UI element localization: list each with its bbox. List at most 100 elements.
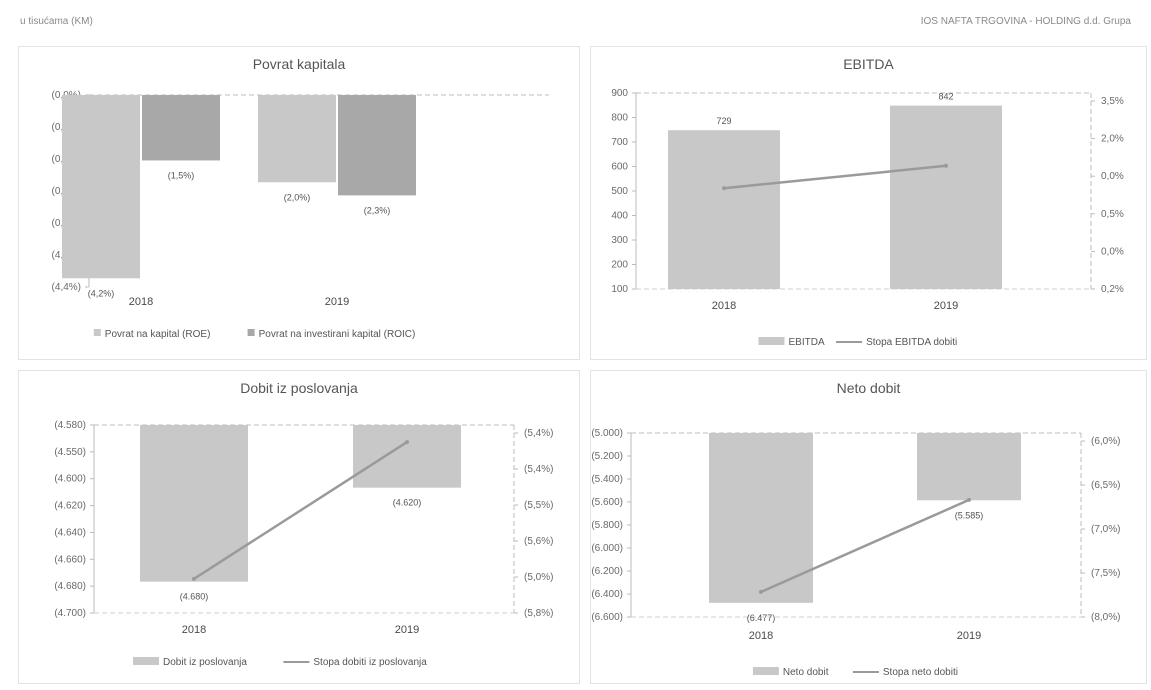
y-tick-label: (4.620) xyxy=(54,501,86,512)
y2-tick-label: (5,4%) xyxy=(524,428,553,439)
header-left-note: u tisućama (KM) xyxy=(20,16,93,27)
x-category-label: 2019 xyxy=(957,630,981,642)
y2-tick-label: (6,5%) xyxy=(1091,480,1120,491)
data-label: (1,5%) xyxy=(168,170,195,180)
legend-item-povrat-na-investirani-kapital-roic: Povrat na investirani kapital (ROIC) xyxy=(259,329,416,340)
y2-tick-label: 2,0% xyxy=(1101,134,1124,145)
legend-swatch xyxy=(133,657,159,665)
y2-tick-label: 0,0% xyxy=(1101,171,1124,182)
data-label: (2,3%) xyxy=(364,205,391,215)
x-category-label: 2019 xyxy=(395,624,419,636)
bar-ebitda-2019 xyxy=(890,105,1002,290)
legend-swatch xyxy=(247,329,255,336)
bar-povrat-na-investirani-kapital-roic-2018 xyxy=(142,95,220,161)
legend-item-stopa-dobiti-iz-poslovanja: Stopa dobiti iz poslovanja xyxy=(313,657,427,668)
y2-tick-label: 0,2% xyxy=(1101,284,1124,295)
bar-povrat-na-kapital-roe-2019 xyxy=(258,95,336,183)
y-tick-label: 400 xyxy=(611,211,628,222)
y2-tick-label: 3,5% xyxy=(1101,96,1124,107)
legend-item-stopa-neto-dobiti: Stopa neto dobiti xyxy=(883,667,958,678)
data-label: 842 xyxy=(938,92,953,102)
y-tick-label: (5.000) xyxy=(591,428,623,439)
legend-item-stopa-ebitda-dobiti: Stopa EBITDA dobiti xyxy=(866,337,957,348)
data-label: (5.585) xyxy=(955,510,984,520)
y-tick-label: 300 xyxy=(611,235,628,246)
bar-dobit-iz-poslovanja-2019 xyxy=(353,425,461,488)
line-stopa-neto-dobiti xyxy=(760,498,970,594)
y-tick-label: 900 xyxy=(611,88,628,99)
chart-svg: Neto dobit (5.000) (5.200) (5.400) (5.600) (5… xyxy=(591,380,1120,678)
line-point xyxy=(944,163,948,168)
data-label: (6.477) xyxy=(747,613,776,623)
data-label: (4.680) xyxy=(180,592,209,602)
chart-panel-dobit-iz-poslovanja: Dobit iz poslovanja (4.580) (4.550) (4.600)… xyxy=(18,370,580,684)
x-category-label: 2018 xyxy=(129,296,153,308)
y-tick-label: (5.600) xyxy=(591,497,623,508)
legend-item-ebitda: EBITDA xyxy=(789,337,825,348)
y-tick-label: (6.000) xyxy=(591,543,623,554)
legend-swatch xyxy=(758,337,785,345)
y-tick-label: (4.580) xyxy=(54,420,86,431)
y2-tick-label: (5,6%) xyxy=(524,536,553,547)
legend-item-neto-dobit: Neto dobit xyxy=(783,667,829,678)
bar-neto-dobit-2018 xyxy=(709,433,813,603)
y-tick-label: (6.400) xyxy=(591,589,623,600)
legend-swatch xyxy=(93,329,101,336)
bar-povrat-na-investirani-kapital-roic-2019 xyxy=(338,95,416,196)
y-tick-label: (4.640) xyxy=(54,527,86,538)
legend-swatch xyxy=(752,667,779,675)
line-stopa-ebitda-dobiti xyxy=(723,164,947,190)
y-tick-label: (4,4%) xyxy=(52,282,81,293)
line-point xyxy=(722,186,726,191)
chart-title: Povrat kapitala xyxy=(253,56,346,72)
y-tick-label: (5.200) xyxy=(591,451,623,462)
data-label: 729 xyxy=(716,116,731,126)
x-category-label: 2019 xyxy=(325,296,349,308)
line-stopa-dobiti-iz-poslovanja xyxy=(193,441,408,580)
chart-title: EBITDA xyxy=(843,56,894,72)
chart-svg: EBITDA 900 800 700 600 500 400 300 200 100 3,5% 2,0… xyxy=(611,56,1124,348)
y-tick-label: (5.400) xyxy=(591,474,623,485)
chart-panel-ebitda: EBITDA 900 800 700 600 500 400 300 200 100 3,5% 2,0… xyxy=(590,46,1147,360)
bar-dobit-iz-poslovanja-2018 xyxy=(140,425,248,582)
y2-tick-label: 0,5% xyxy=(1101,209,1124,220)
y-tick-label: 700 xyxy=(611,137,628,148)
x-category-label: 2019 xyxy=(934,300,958,312)
y2-tick-label: 0,0% xyxy=(1101,246,1124,257)
line-point xyxy=(405,440,409,445)
bar-ebitda-2018 xyxy=(668,130,780,289)
x-category-label: 2018 xyxy=(182,624,206,636)
legend-item-povrat-na-kapital-roe: Povrat na kapital (ROE) xyxy=(105,329,211,340)
data-label: (2,0%) xyxy=(284,192,311,202)
y-tick-label: 200 xyxy=(611,260,628,271)
y-tick-label: (4.700) xyxy=(54,608,86,619)
y2-tick-label: (5,8%) xyxy=(524,608,553,619)
y2-tick-label: (5,5%) xyxy=(524,500,553,511)
x-category-label: 2018 xyxy=(712,300,736,312)
chart-title: Neto dobit xyxy=(837,380,901,396)
chart-title: Dobit iz poslovanja xyxy=(240,380,358,396)
data-label: (4,2%) xyxy=(88,288,115,298)
y-tick-label: 100 xyxy=(611,284,628,295)
legend-item-dobit-iz-poslovanja: Dobit iz poslovanja xyxy=(163,657,247,668)
y-tick-label: (4.600) xyxy=(54,474,86,485)
bar-neto-dobit-2019 xyxy=(917,433,1021,501)
chart-panel-neto-dobit: Neto dobit (5.000) (5.200) (5.400) (5.600) (5… xyxy=(590,370,1147,684)
y-tick-label: 800 xyxy=(611,113,628,124)
y2-tick-label: (7,5%) xyxy=(1091,568,1120,579)
y-tick-label: (4.680) xyxy=(54,581,86,592)
header-company-name: IOS NAFTA TRGOVINA - HOLDING d.d. Grupa xyxy=(920,16,1131,27)
data-label: (4.620) xyxy=(393,498,422,508)
chart-panel-povrat-kapitala: Povrat kapitala(0,0%)(0,4%)(0,0%)(0,8%)(… xyxy=(18,46,580,360)
chart-svg: Dobit iz poslovanja (4.580) (4.550) (4.600)… xyxy=(54,380,553,668)
y-tick-label: (4.660) xyxy=(54,554,86,565)
line-point xyxy=(967,497,971,502)
y2-tick-label: (7,0%) xyxy=(1091,524,1120,535)
line-point xyxy=(192,576,196,581)
y-tick-label: (6.200) xyxy=(591,566,623,577)
y2-tick-label: (5,4%) xyxy=(524,464,553,475)
y-tick-label: (4.550) xyxy=(54,447,86,458)
y-tick-label: (5.800) xyxy=(591,520,623,531)
y2-tick-label: (5,0%) xyxy=(524,572,553,583)
line-point xyxy=(759,589,763,594)
